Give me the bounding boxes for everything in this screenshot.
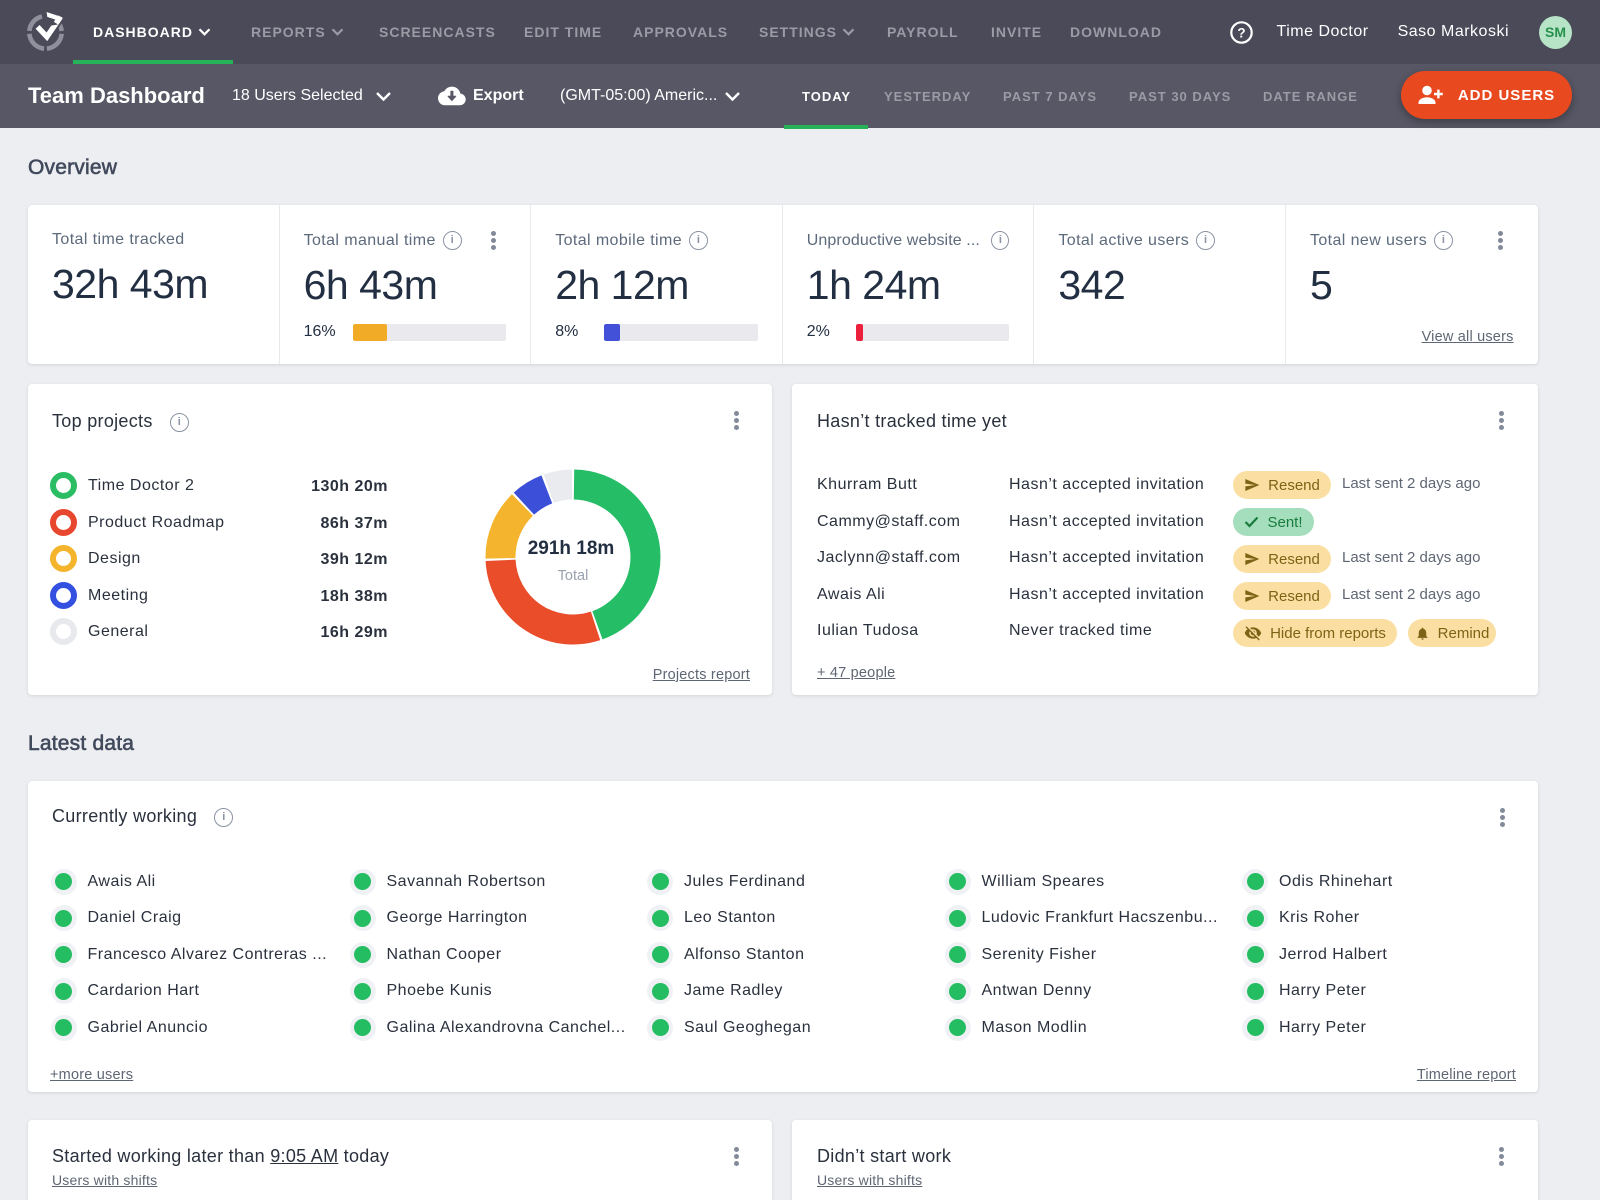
svg-text:?: ?: [1237, 25, 1245, 40]
